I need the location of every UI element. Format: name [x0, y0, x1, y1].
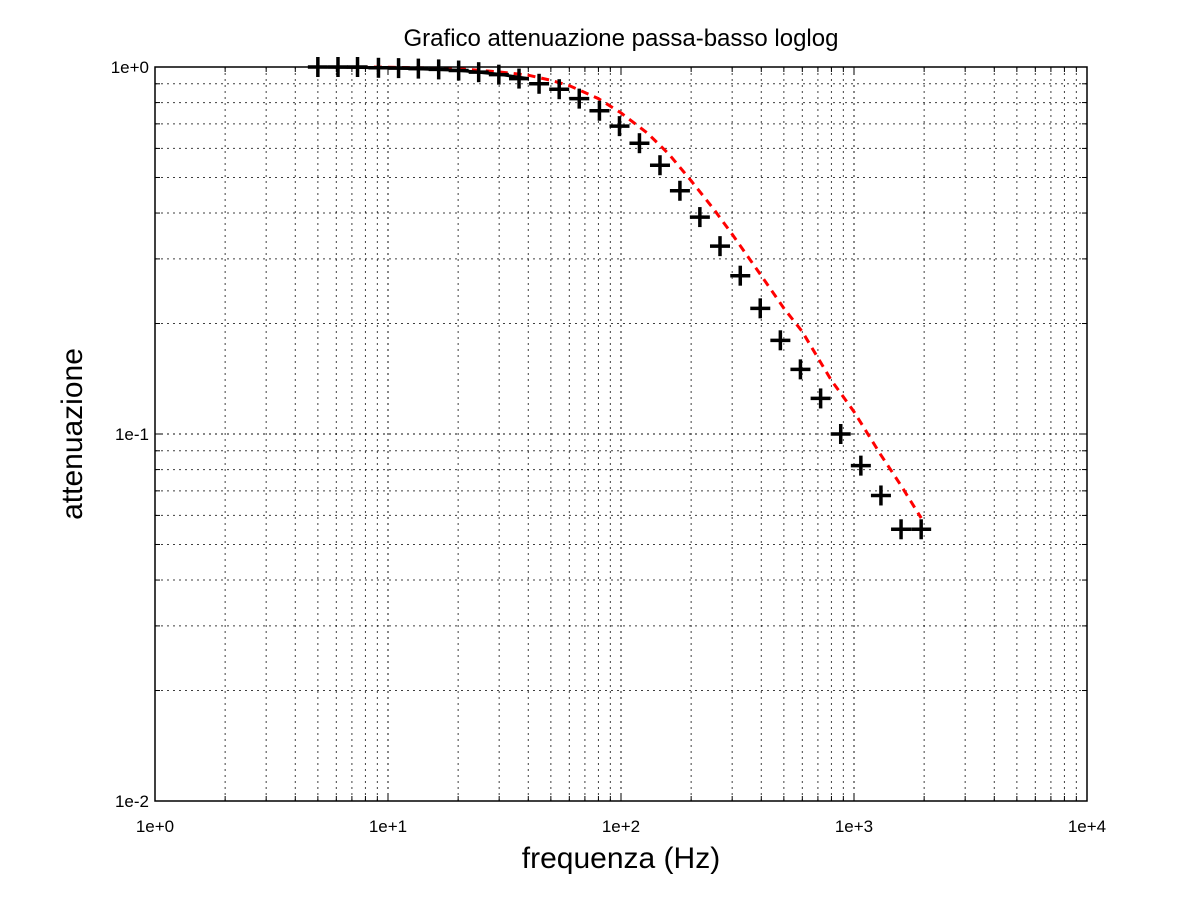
data-point-marker	[850, 455, 871, 476]
data-point-marker	[388, 58, 409, 79]
x-tick-label: 1e+2	[602, 817, 640, 836]
data-point-marker	[589, 100, 610, 121]
chart-title: Grafico attenuazione passa-basso loglog	[404, 25, 839, 52]
data-point-marker	[689, 207, 710, 228]
data-point-marker	[649, 155, 670, 176]
grid	[155, 67, 1087, 801]
y-tick-label: 1e+0	[111, 58, 149, 77]
y-tick-label: 1e-2	[115, 792, 149, 811]
data-point-marker	[830, 424, 851, 444]
data-point-marker	[870, 485, 891, 506]
data-point-marker	[448, 60, 469, 81]
data-point-marker	[669, 180, 690, 201]
data-point-marker	[368, 57, 389, 78]
data-point-marker	[709, 236, 730, 257]
y-tick-label: 1e-1	[115, 425, 149, 444]
data-point-marker	[569, 88, 590, 109]
fit-curve-dashed	[317, 65, 923, 519]
data-point-marker	[549, 79, 570, 100]
data-point-marker	[770, 330, 791, 351]
x-tick-label: 1e+1	[369, 817, 407, 836]
data-point-marker	[428, 59, 449, 80]
data-point-marker	[529, 73, 550, 94]
data-point-marker	[509, 68, 530, 89]
data-point-marker	[408, 58, 429, 79]
y-axis-label: attenuazione	[56, 348, 89, 520]
data-point-marker	[891, 519, 912, 540]
x-tick-label: 1e+0	[136, 817, 174, 836]
data-point-marker	[750, 298, 771, 319]
ticks: 1e+0 1e+1 1e+2 1e+3 1e+4 1e-2 1e-1 1e+0	[111, 58, 1106, 836]
data-point-marker	[790, 359, 811, 380]
data-point-marker	[911, 519, 932, 540]
x-tick-label: 1e+4	[1068, 817, 1106, 836]
data-point-marker	[468, 62, 489, 83]
x-axis-label: frequenza (Hz)	[522, 842, 720, 875]
data-point-marker	[629, 133, 650, 154]
data-point-marker	[730, 265, 751, 286]
data-point-marker	[609, 116, 630, 137]
data-point-marker	[810, 388, 831, 409]
x-tick-label: 1e+3	[835, 817, 873, 836]
